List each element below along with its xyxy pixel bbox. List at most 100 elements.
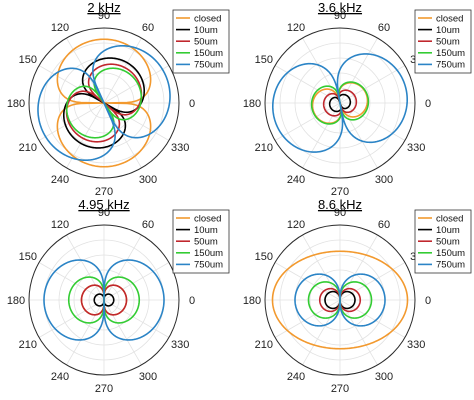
series-line-750um <box>37 44 171 162</box>
polar-grid: 0306090120150180210240270300330 <box>7 10 195 198</box>
grid-spoke <box>38 299 105 338</box>
angle-tick-label: 0 <box>425 98 431 110</box>
grid-spoke <box>302 102 341 169</box>
angle-tick-label: 180 <box>7 295 25 307</box>
angle-tick-label: 330 <box>407 339 425 351</box>
angle-tick-label: 150 <box>19 54 37 66</box>
legend-label-50um: 50um <box>194 37 218 48</box>
grid-spoke <box>38 262 105 301</box>
angle-tick-label: 270 <box>331 186 349 198</box>
panel-title: 3.6 kHz <box>318 0 362 15</box>
series-curves <box>271 53 409 153</box>
angle-tick-label: 240 <box>51 174 69 186</box>
series-line-750um <box>43 259 165 341</box>
angle-tick-label: 270 <box>95 383 113 395</box>
legend-label-750um: 750um <box>436 60 465 71</box>
grid-spoke <box>103 234 142 301</box>
grid-spoke <box>103 262 170 301</box>
series-line-150um <box>310 81 370 125</box>
legend-label-750um: 750um <box>194 260 223 271</box>
angle-tick-label: 120 <box>51 219 69 231</box>
series-line-150um <box>307 281 373 319</box>
angle-tick-label: 300 <box>375 371 393 383</box>
legend-label-150um: 150um <box>436 48 465 59</box>
angle-tick-label: 210 <box>255 339 273 351</box>
angle-tick-label: 210 <box>19 142 37 154</box>
legend-label-150um: 150um <box>194 248 223 259</box>
series-line-10um <box>328 93 352 113</box>
series-curves <box>37 38 171 168</box>
legend-label-50um: 50um <box>194 237 218 248</box>
legend-label-closed: closed <box>436 13 463 24</box>
grid-spoke <box>274 262 341 301</box>
grid-spoke <box>339 262 406 301</box>
angle-tick-label: 180 <box>243 98 261 110</box>
angle-tick-label: 0 <box>189 98 195 110</box>
angle-tick-label: 210 <box>255 142 273 154</box>
series-line-750um <box>271 53 409 153</box>
series-line-10um <box>93 293 115 307</box>
legend-label-50um: 50um <box>436 37 460 48</box>
polar-panel-8-6khz: 03060901201501802102402703003308.6 kHz c… <box>243 197 472 395</box>
angle-tick-label: 60 <box>378 22 390 34</box>
series-line-50um <box>318 287 362 313</box>
series-line-closed <box>271 250 409 350</box>
panel-title: 4.95 kHz <box>78 197 129 212</box>
polar-panel-4-95khz: 03060901201501802102402703003304.95 kHz … <box>7 197 230 395</box>
series-curves <box>43 259 165 341</box>
angle-tick-label: 330 <box>407 142 425 154</box>
angle-tick-label: 120 <box>287 219 305 231</box>
legend-label-closed: closed <box>194 213 221 224</box>
angle-tick-label: 0 <box>189 295 195 307</box>
angle-tick-label: 90 <box>334 10 346 22</box>
outer-ring <box>28 27 180 179</box>
legend-label-10um: 10um <box>194 225 218 236</box>
angle-tick-label: 120 <box>287 22 305 34</box>
series-line-10um <box>324 290 356 310</box>
legend-label-150um: 150um <box>436 248 465 259</box>
legend-label-50um: 50um <box>436 237 460 248</box>
grid-spoke <box>339 102 406 141</box>
angle-tick-label: 60 <box>142 22 154 34</box>
angle-tick-label: 240 <box>287 371 305 383</box>
angle-tick-label: 90 <box>334 207 346 219</box>
outer-ring <box>264 224 416 376</box>
angle-tick-label: 210 <box>19 339 37 351</box>
series-curves <box>271 250 409 350</box>
legend-label-150um: 150um <box>194 48 223 59</box>
polar-grid: 0306090120150180210240270300330 <box>243 207 431 395</box>
grid-spoke <box>274 299 341 338</box>
angle-tick-label: 300 <box>139 371 157 383</box>
grid-spoke <box>66 299 105 366</box>
polar-panel-3-6khz: 03060901201501802102402703003303.6 kHz c… <box>243 0 472 198</box>
angle-tick-label: 60 <box>378 219 390 231</box>
panel-title: 8.6 kHz <box>318 197 362 212</box>
outer-ring <box>264 27 416 179</box>
grid-spoke <box>103 65 170 104</box>
angle-tick-label: 90 <box>98 10 110 22</box>
angle-tick-label: 60 <box>142 219 154 231</box>
series-line-150um <box>67 276 141 324</box>
angle-tick-label: 240 <box>51 371 69 383</box>
legend-label-750um: 750um <box>194 60 223 71</box>
angle-tick-label: 270 <box>95 186 113 198</box>
panel-title: 2 kHz <box>87 0 120 15</box>
angle-tick-label: 300 <box>375 174 393 186</box>
angle-tick-label: 300 <box>139 174 157 186</box>
legend-label-closed: closed <box>194 13 221 24</box>
angle-tick-label: 0 <box>425 295 431 307</box>
legend-label-10um: 10um <box>436 225 460 236</box>
polar-grid: 0306090120150180210240270300330 <box>7 207 195 395</box>
grid-spoke <box>66 234 105 301</box>
angle-tick-label: 240 <box>287 174 305 186</box>
angle-tick-label: 120 <box>51 22 69 34</box>
grid-spoke <box>103 299 142 366</box>
angle-tick-label: 150 <box>255 251 273 263</box>
grid-spoke <box>103 299 170 338</box>
angle-tick-label: 150 <box>255 54 273 66</box>
